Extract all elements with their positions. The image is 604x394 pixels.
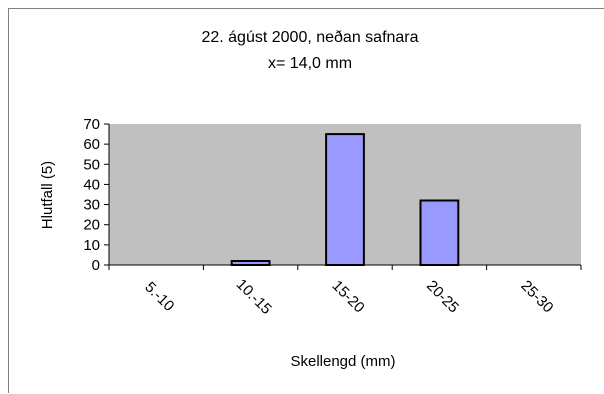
- x-tick-label: 10.-15: [233, 276, 275, 318]
- x-tick-label: 20-25: [423, 277, 462, 316]
- x-axis-label: Skellengd (mm): [290, 353, 395, 370]
- x-tick-label: 25-30: [517, 277, 556, 316]
- y-tick-label: 70: [83, 116, 100, 133]
- y-axis-label: Hlutfall (5): [39, 161, 56, 229]
- y-tick-label: 10: [83, 237, 100, 254]
- x-tick-label: 5.-10: [141, 279, 177, 315]
- x-tick-label: 15-20: [329, 277, 368, 316]
- bar-15-20: [325, 133, 365, 266]
- chart-subtitle: x= 14,0 mm: [268, 55, 352, 72]
- bar-20-25: [419, 199, 460, 266]
- y-tick-label: 20: [83, 217, 100, 234]
- bars-group: [230, 133, 460, 266]
- y-tick-label: 60: [83, 136, 100, 153]
- y-tick-label: 30: [83, 197, 100, 214]
- y-tick-label: 50: [83, 156, 100, 173]
- x-axis: 5.-10 10.-15 15-20 20-25 25-30: [108, 264, 582, 318]
- y-tick-label: 0: [92, 257, 100, 274]
- bar-10.-15: [230, 260, 271, 266]
- y-tick-label: 40: [83, 176, 100, 193]
- y-axis: 0 10 20 30 40 50 60 70: [83, 116, 110, 274]
- chart-title: 22. ágúst 2000, neðan safnara: [201, 29, 418, 46]
- chart-border: [8, 8, 604, 393]
